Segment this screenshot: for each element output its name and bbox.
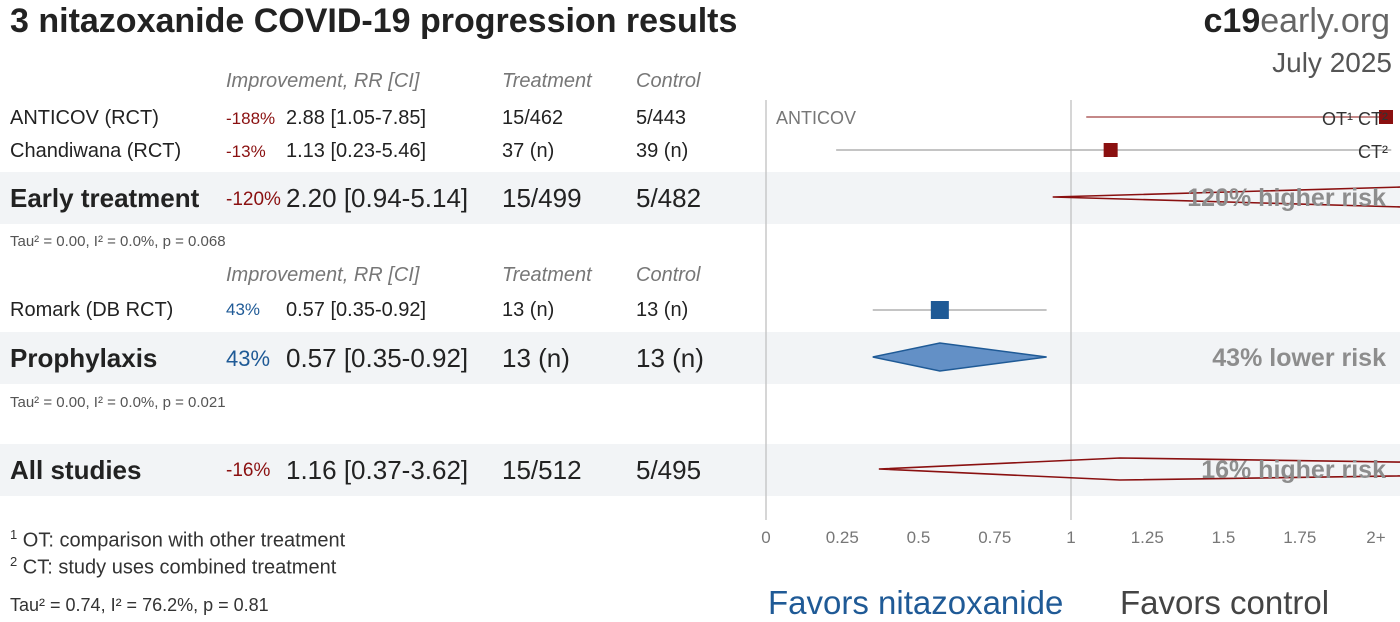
effect-marker	[1379, 110, 1393, 124]
summary-diamond	[1052, 186, 1400, 208]
summary-control: 5/495	[636, 455, 702, 485]
study-control: 39 (n)	[636, 140, 689, 162]
summary-risk-label: 43% lower risk	[1212, 344, 1386, 372]
summary-name: Prophylaxis	[10, 343, 158, 373]
study-name: ANTICOV (RCT)	[10, 107, 159, 129]
footnote-1-marker: 1	[10, 527, 18, 542]
x-tick-label: 0.75	[978, 528, 1011, 547]
summary-control: 13 (n)	[636, 343, 704, 373]
study-name: Romark (DB RCT)	[10, 299, 174, 321]
header-treatment: Treatment	[502, 264, 592, 286]
study-tag-label: CT²	[1358, 142, 1388, 162]
band-prophylaxis	[0, 332, 1400, 384]
summary-name: Early treatment	[10, 183, 200, 213]
summary-treatment: 15/499	[502, 183, 582, 213]
summary-diamond	[878, 457, 1400, 481]
summary-diamond	[872, 342, 1047, 372]
x-tick-label: 1	[1066, 528, 1075, 547]
study-control: 5/443	[636, 107, 687, 129]
band-all	[0, 444, 1400, 496]
summary-rr: 1.16 [0.37-3.62]	[286, 455, 469, 485]
summary-improvement: 43%	[226, 346, 271, 371]
study-rr: 2.88 [1.05-7.85]	[286, 107, 427, 129]
footnote-2-marker: 2	[10, 554, 18, 569]
summary-risk-label: 16% higher risk	[1201, 456, 1386, 484]
footnote-2-text: CT: study uses combined treatment	[22, 556, 337, 579]
study-treatment: 13 (n)	[502, 299, 555, 321]
study-tag-label: OT¹ CT²	[1322, 109, 1388, 129]
study-rr: 1.13 [0.23-5.46]	[286, 140, 427, 162]
heterogeneity-early: Tau² = 0.00, I² = 0.0%, p = 0.068	[10, 233, 226, 250]
summary-control: 5/482	[636, 183, 702, 213]
effect-marker	[1103, 143, 1118, 157]
summary-treatment: 13 (n)	[502, 343, 570, 373]
band-early	[0, 172, 1400, 224]
header-improvement: Improvement, RR [CI]	[226, 264, 420, 286]
header-treatment: Treatment	[502, 70, 592, 92]
brand-bold: c19	[1203, 2, 1261, 40]
heterogeneity-prophylaxis: Tau² = 0.00, I² = 0.0%, p = 0.021	[10, 394, 226, 411]
footnote-1: 1 OT: comparison with other treatment	[10, 527, 345, 553]
x-tick-label: 2+	[1366, 528, 1385, 547]
study-treatment: 15/462	[502, 107, 564, 129]
header-control: Control	[636, 264, 701, 286]
summary-rr: 0.57 [0.35-0.92]	[286, 343, 469, 373]
study-control: 13 (n)	[636, 299, 689, 321]
x-tick-label: 0	[761, 528, 770, 547]
x-tick-label: 1.25	[1131, 528, 1164, 547]
header-control: Control	[636, 70, 701, 92]
heterogeneity-all: Tau² = 0.74, I² = 76.2%, p = 0.81	[10, 595, 269, 615]
x-tick-label: 1.75	[1283, 528, 1316, 547]
favors-control-label: Favors control	[1120, 584, 1330, 621]
x-tick-label: 1.5	[1212, 528, 1236, 547]
plot-study-label: ANTICOV	[776, 108, 856, 128]
summary-treatment: 15/512	[502, 455, 582, 485]
study-treatment: 37 (n)	[502, 140, 555, 162]
brand-rest: early.org	[1260, 2, 1390, 40]
favors-treatment-label: Favors nitazoxanide	[768, 584, 1064, 621]
footnote-1-text: OT: comparison with other treatment	[22, 529, 346, 552]
effect-marker	[930, 301, 949, 319]
header-improvement: Improvement, RR [CI]	[226, 70, 420, 92]
study-improvement: -13%	[226, 142, 266, 161]
summary-name: All studies	[10, 455, 142, 485]
x-tick-label: 0.25	[826, 528, 859, 547]
page-title: 3 nitazoxanide COVID-19 progression resu…	[10, 2, 738, 40]
report-date: July 2025	[1272, 47, 1392, 78]
summary-risk-label: 120% higher risk	[1187, 184, 1386, 212]
summary-improvement: -16%	[226, 460, 271, 481]
study-improvement: -188%	[226, 109, 276, 128]
summary-rr: 2.20 [0.94-5.14]	[286, 183, 469, 213]
study-name: Chandiwana (RCT)	[10, 140, 182, 162]
x-tick-label: 0.5	[907, 528, 931, 547]
study-rr: 0.57 [0.35-0.92]	[286, 299, 427, 321]
brand-logo: c19early.org	[1204, 2, 1391, 41]
summary-improvement: -120%	[226, 189, 281, 210]
footnote-2: 2 CT: study uses combined treatment	[10, 554, 336, 580]
study-improvement: 43%	[226, 300, 261, 319]
